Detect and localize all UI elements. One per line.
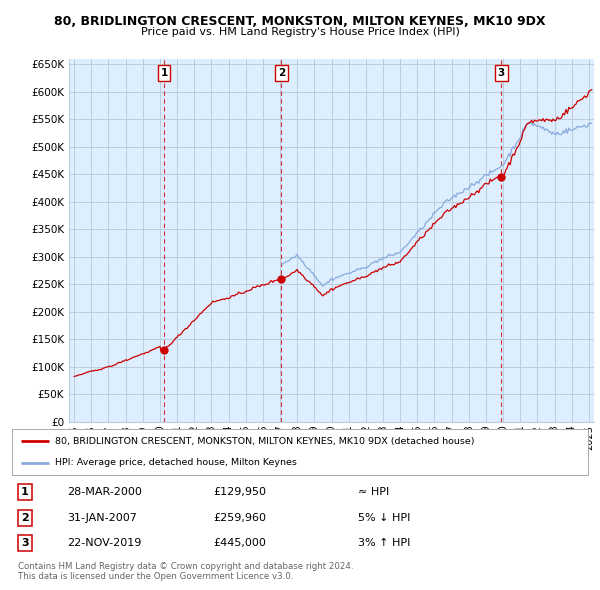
Text: 31-JAN-2007: 31-JAN-2007: [67, 513, 137, 523]
Text: £129,950: £129,950: [214, 487, 266, 497]
Text: 22-NOV-2019: 22-NOV-2019: [67, 538, 141, 548]
Text: 3: 3: [498, 68, 505, 78]
Text: 28-MAR-2000: 28-MAR-2000: [67, 487, 142, 497]
Text: £259,960: £259,960: [214, 513, 266, 523]
Text: HPI: Average price, detached house, Milton Keynes: HPI: Average price, detached house, Milt…: [55, 458, 297, 467]
Text: Price paid vs. HM Land Registry's House Price Index (HPI): Price paid vs. HM Land Registry's House …: [140, 27, 460, 37]
Text: 1: 1: [160, 68, 167, 78]
Text: 80, BRIDLINGTON CRESCENT, MONKSTON, MILTON KEYNES, MK10 9DX (detached house): 80, BRIDLINGTON CRESCENT, MONKSTON, MILT…: [55, 437, 475, 446]
Text: 3% ↑ HPI: 3% ↑ HPI: [358, 538, 410, 548]
Text: 80, BRIDLINGTON CRESCENT, MONKSTON, MILTON KEYNES, MK10 9DX: 80, BRIDLINGTON CRESCENT, MONKSTON, MILT…: [54, 15, 546, 28]
Text: Contains HM Land Registry data © Crown copyright and database right 2024.
This d: Contains HM Land Registry data © Crown c…: [18, 562, 353, 581]
Text: ≈ HPI: ≈ HPI: [358, 487, 389, 497]
Text: 2: 2: [278, 68, 285, 78]
Text: 3: 3: [21, 538, 28, 548]
Text: 2: 2: [21, 513, 29, 523]
Text: 1: 1: [21, 487, 29, 497]
Text: £445,000: £445,000: [214, 538, 266, 548]
Text: 5% ↓ HPI: 5% ↓ HPI: [358, 513, 410, 523]
